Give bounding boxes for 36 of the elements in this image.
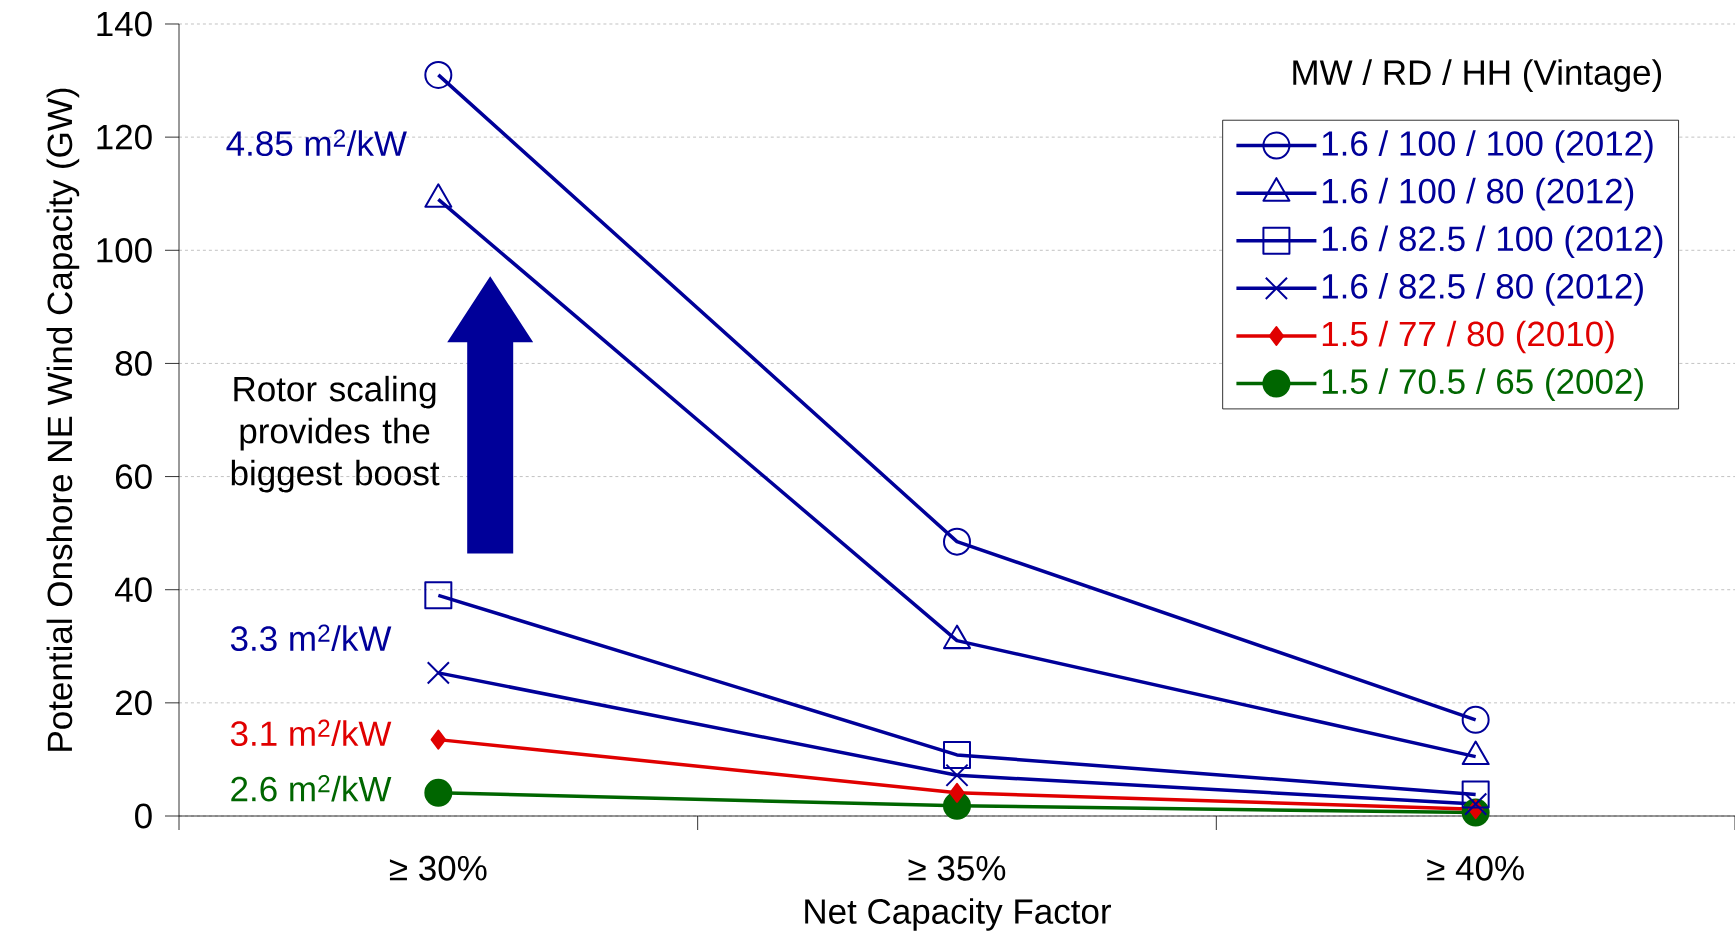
y-axis-title: Potential Onshore NE Wind Capacity (GW) — [46, 88, 80, 751]
annotation: 3.3 m$^{2}$/kW — [230, 624, 392, 652]
y-tick-label: 20 — [115, 690, 152, 716]
point — [424, 60, 453, 89]
annotation: 4.85 m$^{2}$/kW — [226, 129, 407, 157]
point — [1461, 780, 1490, 809]
legend-title: MW / RD / HH (Vintage) — [1293, 59, 1662, 92]
point — [424, 778, 453, 807]
point — [949, 782, 965, 803]
point — [945, 763, 969, 787]
legend-label: 1.5 / 70.5 / 65 (2002) — [1322, 368, 1643, 401]
annotation: Rotor scaling provides the biggest boost — [231, 375, 440, 493]
point — [424, 581, 453, 610]
legend-label: 1.6 / 100 / 80 (2012) — [1322, 177, 1634, 211]
point — [942, 527, 971, 556]
y-tick-label: 100 — [97, 237, 152, 263]
x-tick-label: ≥ 30% — [389, 855, 487, 881]
legend-label: 1.5 / 77 / 80 (2010) — [1322, 320, 1614, 354]
legend-label: 1.6 / 82.5 / 80 (2012) — [1322, 273, 1643, 306]
x-tick-label: ≥ 40% — [1427, 855, 1524, 881]
x-tick-label: ≥ 35% — [908, 855, 1006, 881]
point — [426, 661, 450, 685]
annotation: 2.6 m$^{2}$/kW — [231, 775, 392, 802]
y-tick-label: 120 — [97, 124, 152, 150]
legend-label: 1.6 / 82.5 / 100 (2012) — [1322, 225, 1663, 259]
y-tick-label: 80 — [115, 351, 152, 376]
y-tick-label: 40 — [115, 577, 152, 603]
point — [430, 729, 447, 750]
annotation: 3.1 m$^{2}$/kW — [230, 719, 392, 747]
y-tick-label: 60 — [115, 464, 152, 489]
y-tick-label: 0 — [135, 803, 152, 829]
legend-label: 1.6 / 100 / 100 (2012) — [1322, 130, 1653, 163]
point — [1461, 705, 1490, 734]
x-axis-title: Net Capacity Factor — [805, 898, 1111, 931]
y-tick-label: 140 — [97, 11, 152, 37]
point — [942, 740, 971, 769]
